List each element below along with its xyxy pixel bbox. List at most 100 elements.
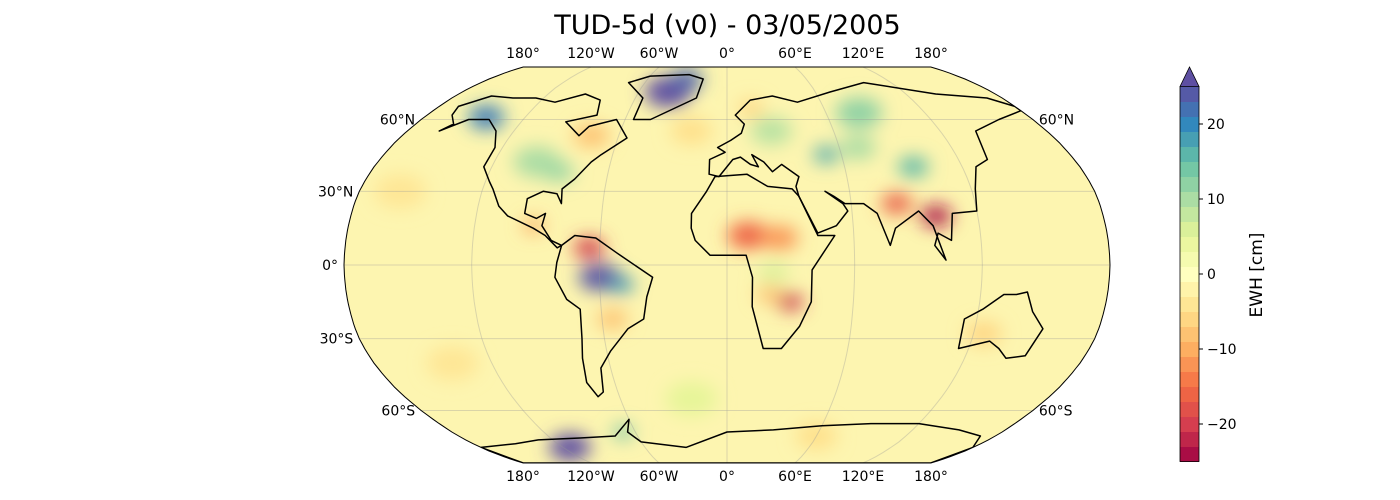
colorbar-segment — [1180, 416, 1199, 432]
lon-label-bottom: 180° — [506, 469, 540, 485]
colorbar-segment — [1180, 251, 1199, 267]
ewh-field — [374, 68, 1002, 461]
anomaly-east-antarctica — [795, 422, 838, 450]
map-boundary — [343, 66, 1111, 464]
lon-label-bottom: 120°E — [842, 469, 885, 485]
anomaly-core-greenland-ne — [679, 73, 696, 85]
colorbar: 20 10 0 −10 −20 EWH [cm] — [1179, 66, 1267, 462]
colorbar-segment — [1180, 131, 1199, 147]
anomaly-core-sahel — [737, 228, 759, 243]
anomaly-core-amazon-e — [614, 280, 628, 290]
colorbar-tick-label: 0 — [1207, 267, 1216, 283]
colorbar-segment — [1180, 446, 1199, 462]
colorbar-tick-label: 10 — [1207, 192, 1225, 208]
lat-label-left: 30°S — [320, 332, 354, 348]
anomaly-hudson — [573, 123, 610, 148]
colorbar-segment — [1180, 326, 1199, 342]
colorbar-segment — [1180, 86, 1199, 102]
colorbar-segment — [1180, 386, 1199, 402]
anomaly-core-amazon — [589, 270, 610, 285]
colorbar-segment — [1180, 311, 1199, 327]
colorbar-label: EWH [cm] — [1247, 233, 1267, 318]
anomaly-kazakh — [839, 135, 877, 160]
lon-label-top: 120°E — [842, 46, 885, 62]
anomaly-southern-ocean — [665, 382, 718, 417]
colorbar-segment — [1180, 281, 1199, 297]
coastlines — [438, 73, 1044, 463]
map-title: TUD-5d (v0) - 03/05/2005 — [554, 10, 901, 41]
colorbar-segment — [1180, 146, 1199, 162]
meridian-line — [471, 67, 592, 463]
colorbar-segment — [1180, 176, 1199, 192]
anomaly-pacific-n — [374, 174, 427, 209]
anomaly-us-east — [543, 161, 575, 182]
colorbar-segment — [1180, 371, 1199, 387]
anomaly-scandinavia — [738, 100, 765, 118]
colorbar-segment — [1180, 206, 1199, 222]
colorbar-segment — [1180, 341, 1199, 357]
lat-label-left: 30°N — [318, 184, 353, 200]
lon-label-top: 180° — [506, 46, 540, 62]
lon-label-bottom: 60°E — [778, 469, 812, 485]
lon-label-top: 60°E — [778, 46, 812, 62]
coastline-antarctica — [480, 418, 982, 463]
anomaly-pacific-s — [426, 346, 479, 381]
colorbar-tick-label: −10 — [1207, 342, 1237, 358]
lon-label-bottom: 120°W — [567, 469, 615, 485]
anomaly-sahel-e — [761, 226, 799, 250]
anomaly-core-mongolia — [905, 161, 922, 173]
lat-label-left: 60°N — [380, 113, 415, 129]
colorbar-tick-label: −20 — [1207, 417, 1237, 433]
colorbar-segment — [1180, 161, 1199, 177]
anomaly-core-greenland — [656, 83, 680, 101]
anomaly-south-brazil — [596, 308, 629, 330]
colorbar-tick-label: 20 — [1207, 117, 1225, 133]
colorbar-segment — [1180, 296, 1199, 312]
colorbar-segment — [1180, 236, 1199, 252]
lon-label-top: 60°W — [640, 46, 679, 62]
coastline-eurasia — [708, 81, 1022, 261]
coastline-africa — [690, 173, 836, 350]
anomaly-core-india — [888, 198, 905, 210]
anomaly-core-zambia — [783, 297, 797, 307]
lat-label-right: 60°S — [1039, 403, 1073, 419]
colorbar-segment — [1180, 356, 1199, 372]
coastline-north-america — [438, 93, 628, 249]
colorbar-segment — [1180, 431, 1199, 447]
axis-labels: 180° 180° 120°W 120°W 60°W 60°W 0° 0° 60°E 60°E 12… — [318, 46, 1074, 485]
anomaly-siberia — [835, 97, 883, 129]
anomaly-core-indochina — [928, 210, 944, 222]
lon-label-top: 0° — [719, 46, 735, 62]
lon-label-bottom: 60°W — [640, 469, 679, 485]
colorbar-segment — [1180, 266, 1199, 282]
anomaly-core-alaska — [477, 111, 496, 124]
colorbar-segment — [1180, 116, 1199, 132]
anomaly-europe — [750, 117, 793, 145]
colorbar-segment — [1180, 101, 1199, 117]
coastline-australia — [957, 291, 1044, 360]
anomaly-north-atlantic — [670, 117, 713, 145]
anomaly-core-caspian — [819, 150, 833, 160]
anomaly-congo — [758, 262, 790, 283]
lon-label-top: 180° — [914, 46, 948, 62]
colorbar-segment — [1180, 191, 1199, 207]
meridian-line — [598, 67, 660, 463]
lon-label-bottom: 0° — [719, 469, 735, 485]
anomaly-australia — [965, 321, 1002, 346]
lon-label-bottom: 180° — [914, 469, 948, 485]
anomaly-central-america — [523, 218, 544, 233]
meridian-line — [794, 67, 856, 463]
coastline-greenland — [627, 73, 704, 121]
anomaly-core-west-antarctica — [559, 440, 581, 455]
anomaly-core-venezuela — [581, 242, 597, 254]
coastline-south-america — [554, 234, 654, 398]
lat-label-left: 60°S — [381, 403, 415, 419]
lat-label-right: 60°N — [1039, 113, 1074, 129]
anomaly-zambia-w — [756, 285, 783, 303]
colorbar-segment — [1180, 401, 1199, 417]
colorbar-segment — [1180, 221, 1199, 237]
colorbar-extend-arrow — [1179, 66, 1200, 87]
lon-label-top: 120°W — [567, 46, 615, 62]
lat-label-left: 0° — [322, 258, 338, 274]
